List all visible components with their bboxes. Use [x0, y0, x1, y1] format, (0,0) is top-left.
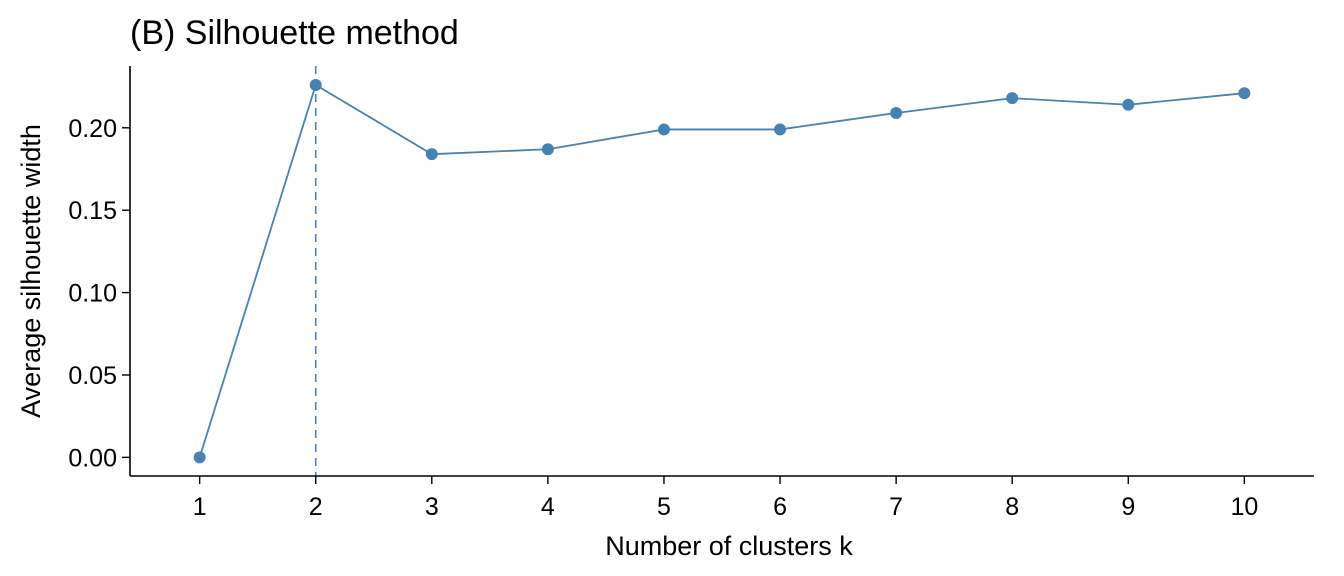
x-tick-label: 9	[1121, 493, 1135, 521]
data-point-k4	[541, 143, 554, 156]
x-tick-label: 1	[193, 493, 207, 521]
data-point-k6	[774, 123, 787, 136]
data-point-k10	[1238, 87, 1251, 100]
y-axis-label: Average silhouette width	[16, 124, 46, 418]
y-tick-label: 0.15	[68, 197, 117, 225]
x-axis-ticks: 1 2 3 4 5 6 7 8 9 10	[193, 476, 1258, 521]
data-point-k1	[193, 451, 206, 464]
x-tick-label: 3	[425, 493, 439, 521]
x-tick-label: 5	[657, 493, 671, 521]
y-tick-label: 0.00	[68, 444, 117, 472]
y-tick-label: 0.20	[68, 115, 117, 143]
x-tick-label: 10	[1230, 493, 1258, 521]
data-point-k5	[657, 123, 670, 136]
plot-area	[193, 66, 1251, 476]
chart-title: (B) Silhouette method	[130, 14, 459, 52]
data-point-k2	[309, 78, 322, 91]
data-point-k9	[1122, 98, 1135, 111]
y-tick-label: 0.05	[68, 362, 117, 390]
x-tick-label: 7	[889, 493, 903, 521]
y-tick-label: 0.10	[68, 280, 117, 308]
data-point-k8	[1006, 92, 1019, 105]
x-tick-label: 6	[773, 493, 787, 521]
y-axis-ticks: 0.00 0.05 0.10 0.15 0.20	[68, 115, 130, 472]
data-point-k7	[890, 106, 903, 119]
x-axis-label: Number of clusters k	[605, 531, 853, 561]
x-tick-label: 4	[541, 493, 555, 521]
data-point-k3	[425, 148, 438, 161]
x-tick-label: 2	[309, 493, 323, 521]
series-line	[198, 83, 1245, 458]
x-tick-label: 8	[1005, 493, 1019, 521]
